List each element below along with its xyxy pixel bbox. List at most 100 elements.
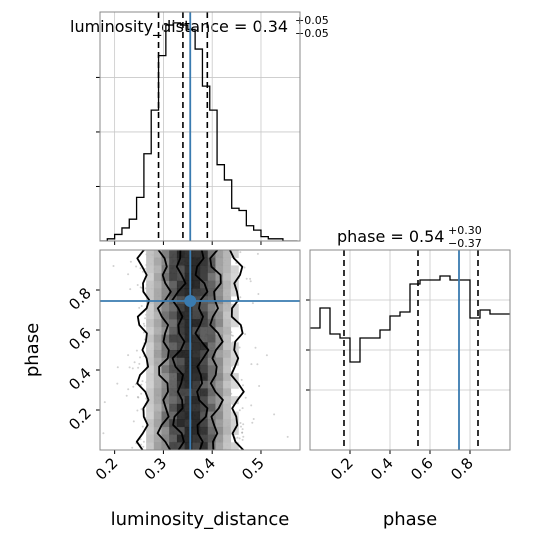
- density-cell: [161, 411, 170, 420]
- ld-xtick-label-1: 0.3: [141, 454, 171, 484]
- density-cell: [230, 303, 239, 312]
- density-cell: [146, 411, 155, 420]
- density-cell: [192, 250, 201, 258]
- density-cell: [184, 265, 193, 274]
- density-cell: [146, 396, 155, 405]
- density-cell: [215, 326, 224, 335]
- scatter-point: [141, 425, 144, 428]
- density-cell: [184, 373, 193, 382]
- scatter-point: [240, 425, 242, 428]
- density-cell: [223, 326, 232, 335]
- scatter-point: [102, 432, 105, 435]
- scatter-point: [240, 378, 243, 381]
- density-cell: [192, 303, 201, 312]
- density-cell: [223, 373, 232, 382]
- density-cell: [146, 350, 155, 358]
- density-cell: [223, 334, 232, 343]
- density-cell: [161, 396, 170, 405]
- density-cell: [207, 396, 216, 405]
- density-cell: [192, 334, 201, 343]
- density-cell: [176, 388, 185, 397]
- density-cell: [200, 265, 208, 274]
- density-cell: [223, 350, 232, 358]
- density-cell: [176, 288, 185, 297]
- density-cell: [215, 380, 224, 389]
- scatter-point: [239, 422, 242, 424]
- phase-ytick-label-2: 0.6: [65, 324, 95, 354]
- density-cell: [153, 396, 162, 405]
- contour-line-1: [156, 250, 172, 450]
- density-cell: [169, 380, 178, 389]
- density-cell: [176, 426, 185, 435]
- density-cell: [176, 350, 185, 358]
- contour-line-5: [229, 250, 245, 450]
- density-cell: [230, 311, 239, 320]
- density-cell: [169, 265, 178, 274]
- phase-title-sup: +0.30: [448, 224, 482, 237]
- density-cell: [161, 311, 170, 320]
- density-cell: [146, 257, 155, 266]
- luminosity-distance-hist-step: [100, 22, 298, 241]
- 2d-panel-frame: [99, 249, 301, 451]
- density-cell: [207, 311, 216, 320]
- density-cell: [146, 334, 155, 343]
- density-cell: [146, 434, 155, 443]
- scatter-point: [239, 296, 242, 299]
- density-cell: [184, 419, 193, 428]
- density-cell: [207, 334, 216, 343]
- scatter-point: [129, 288, 132, 291]
- density-cell: [223, 319, 232, 328]
- scatter-point: [136, 284, 139, 286]
- density-cell: [192, 342, 201, 351]
- density-cell: [215, 319, 224, 328]
- density-cell: [153, 342, 162, 351]
- density-cell: [184, 334, 193, 343]
- density-cell: [146, 326, 155, 335]
- density-cell: [223, 411, 232, 420]
- density-cell: [176, 265, 185, 274]
- density-cell: [200, 311, 208, 320]
- luminosity-distance-title-sub: −0.05: [295, 27, 329, 40]
- scatter-point: [139, 286, 142, 289]
- density-cell: [184, 250, 193, 258]
- density-cell: [192, 426, 201, 435]
- density-cell: [146, 288, 155, 297]
- density-cell: [223, 380, 232, 389]
- scatter-point: [142, 322, 145, 325]
- density-cell: [230, 373, 239, 382]
- density-cell: [176, 257, 185, 266]
- scatter-point: [140, 443, 143, 446]
- density-cell: [184, 280, 193, 289]
- scatter-point: [242, 423, 245, 426]
- scatter-point: [142, 331, 145, 334]
- density-cell: [146, 303, 155, 312]
- scatter-point: [242, 384, 244, 387]
- density-cell: [215, 419, 224, 428]
- density-cell: [207, 342, 216, 351]
- density-cell: [176, 280, 185, 289]
- density-cell: [223, 342, 232, 351]
- density-cell: [146, 365, 155, 374]
- scatter-point: [138, 362, 141, 365]
- density-cell: [215, 442, 224, 450]
- density-cell: [184, 365, 193, 374]
- density-cell: [169, 326, 178, 335]
- density-cell: [176, 273, 185, 282]
- density-cell: [200, 257, 208, 266]
- density-cell: [200, 334, 208, 343]
- phase-xtick-label-0: 0.2: [327, 454, 357, 484]
- phase-xtick-label-3: 0.8: [447, 454, 477, 484]
- scatter-point: [235, 262, 238, 264]
- scatter-point: [142, 270, 144, 273]
- density-cell: [223, 426, 232, 435]
- density-cell: [161, 380, 170, 389]
- density-cell: [200, 411, 208, 420]
- density-cell: [176, 396, 185, 405]
- density-cell: [161, 434, 170, 443]
- scatter-point: [131, 446, 134, 449]
- density-cell: [192, 288, 201, 297]
- density-cell: [146, 250, 155, 258]
- density-cell: [192, 419, 201, 428]
- density-cell: [146, 357, 155, 366]
- scatter-point: [103, 401, 106, 404]
